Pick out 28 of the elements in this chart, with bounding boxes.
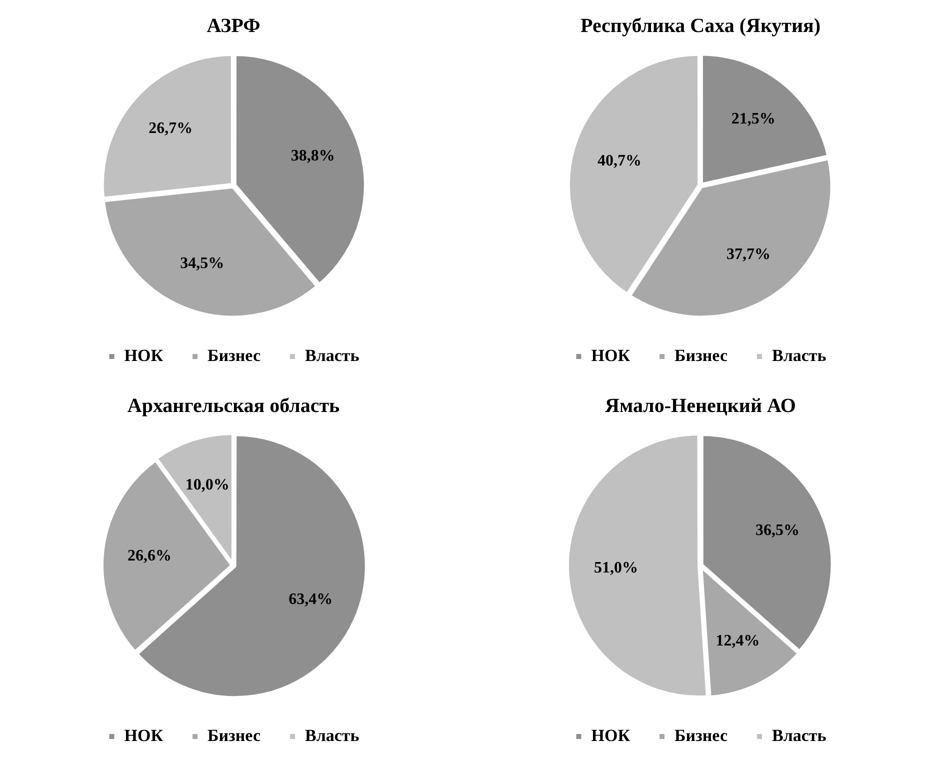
data-label: 63,4%	[288, 591, 333, 608]
data-label: 40,7%	[598, 152, 642, 170]
data-label: 36,5%	[756, 522, 800, 539]
legend-label: Бизнес	[674, 346, 728, 365]
legend-label: Бизнес	[208, 726, 261, 745]
chart-title: Архангельская область	[127, 395, 340, 418]
legend-label: Власть	[304, 346, 360, 365]
chart-title: Ямало-Ненецкий АО	[605, 395, 796, 418]
data-label: 38,8%	[290, 148, 335, 165]
legend-label: НОК	[124, 726, 164, 745]
data-label: 51,0%	[594, 559, 638, 576]
legend-label: НОК	[591, 726, 631, 745]
legend-label: НОК	[591, 346, 631, 365]
data-label: 34,5%	[180, 255, 224, 272]
data-label: 26,6%	[127, 548, 172, 565]
legend-label: Власть	[772, 726, 826, 745]
data-label: 21,5%	[731, 110, 776, 128]
chart-title: АЗРФ	[206, 15, 260, 38]
legend-label: Власть	[304, 726, 360, 745]
data-label: 26,7%	[148, 120, 193, 138]
legend-label: Власть	[772, 346, 826, 365]
data-label: 37,7%	[726, 246, 770, 264]
legend-label: Бизнес	[674, 726, 728, 745]
data-label: 10,0%	[185, 476, 230, 494]
legend-label: Бизнес	[208, 346, 261, 365]
data-label: 12,4%	[716, 632, 760, 650]
legend-label: НОК	[124, 346, 164, 365]
chart-title: Республика Саха (Якутия)	[580, 15, 821, 38]
